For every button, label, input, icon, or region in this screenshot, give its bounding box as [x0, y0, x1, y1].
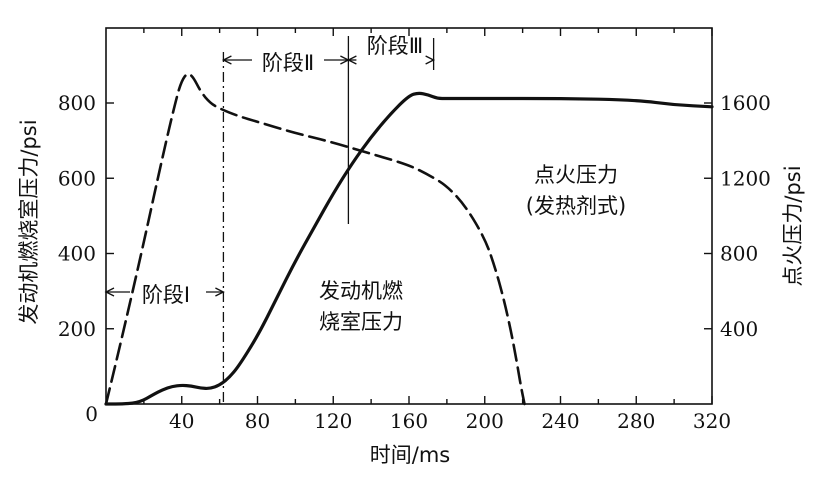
- y-right-tick-label: 1200: [720, 166, 771, 190]
- y-left-tick-label: 800: [58, 91, 96, 115]
- y-axis-left-title: 发动机燃烧室压力/psi: [17, 119, 41, 324]
- x-tick-label: 80: [245, 409, 270, 433]
- x-tick-label: 160: [390, 409, 428, 433]
- x-tick-label: 120: [314, 409, 352, 433]
- chamber-pressure-label-line1: 发动机燃: [319, 279, 403, 303]
- x-tick-label: 320: [693, 409, 731, 433]
- x-tick-label: 40: [169, 409, 194, 433]
- phase-2-label: 阶段Ⅱ: [262, 51, 314, 75]
- y-right-tick-label: 400: [720, 317, 758, 341]
- phase-3-arrow-right-head: [426, 56, 434, 64]
- y-axis-right-title: 点火压力/psi: [781, 165, 805, 286]
- chamber-pressure-line: [106, 93, 712, 404]
- x-tick-label: 280: [617, 409, 655, 433]
- tick-layer: 0 40 80 120 160 200 240 280 320 200 400 600 800 400 80…: [58, 28, 771, 433]
- y-left-tick-label: 400: [58, 242, 96, 266]
- x-tick-label: 240: [541, 409, 579, 433]
- x-tick-label: 200: [466, 409, 504, 433]
- x-axis-title: 时间/ms: [370, 443, 450, 467]
- phase-1-label: 阶段Ⅰ: [142, 283, 190, 307]
- phase-3-label: 阶段Ⅲ: [367, 34, 423, 58]
- ignition-pressure-line: [106, 74, 525, 404]
- phase-marker-layer: [106, 36, 434, 404]
- y-right-tick-label: 800: [720, 242, 758, 266]
- series-layer: [106, 74, 712, 404]
- y-left-tick-label: 600: [58, 166, 96, 190]
- ignition-pressure-label-line1: 点火压力: [534, 163, 618, 187]
- y-left-tick-label: 200: [58, 317, 96, 341]
- chamber-pressure-label-line2: 烧室压力: [319, 310, 403, 334]
- origin-tick-label: 0: [85, 402, 98, 426]
- y-right-tick-label: 1600: [720, 91, 771, 115]
- ignition-pressure-label-line2: (发热剂式): [526, 194, 626, 218]
